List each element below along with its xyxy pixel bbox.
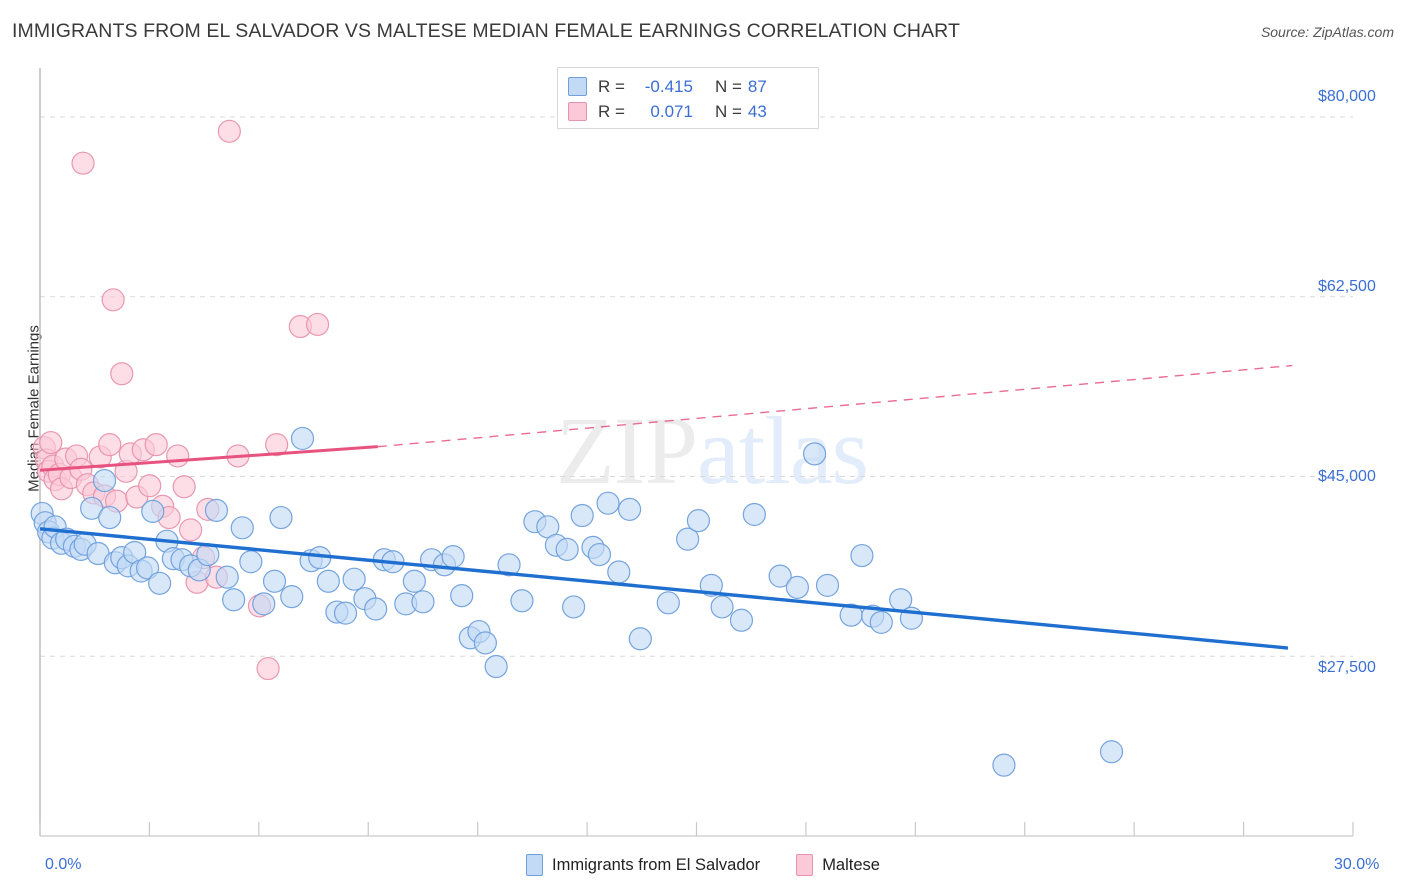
data-point xyxy=(80,496,104,520)
data-point xyxy=(98,505,122,530)
trendline-el-salvador xyxy=(39,527,1289,650)
y-tick-label-62500: $62,500 xyxy=(1318,278,1376,295)
data-point xyxy=(869,610,893,634)
data-point xyxy=(676,527,700,551)
data-point xyxy=(316,569,340,593)
data-point xyxy=(98,433,122,457)
data-point xyxy=(992,753,1016,777)
data-point xyxy=(686,509,711,533)
legend-r-value-maltese: 0.071 xyxy=(650,101,693,121)
legend-n-value-maltese: 43 xyxy=(747,101,767,121)
data-point xyxy=(562,595,586,619)
data-point xyxy=(497,553,521,577)
data-point xyxy=(148,571,172,595)
data-point xyxy=(239,550,263,574)
data-point xyxy=(628,627,652,651)
data-point xyxy=(269,505,293,530)
y-tick-label-80000: $80,000 xyxy=(1318,88,1376,105)
data-point xyxy=(473,631,497,655)
data-point xyxy=(290,426,315,451)
x-tick-label-max: 30.0% xyxy=(1334,856,1380,873)
data-point xyxy=(305,312,330,337)
legend-n-label-maltese: N = xyxy=(714,101,742,121)
legend-row-el-salvador: R = -0.415 N = 87 xyxy=(568,74,808,99)
data-point xyxy=(71,151,95,175)
data-point xyxy=(411,590,435,614)
legend-n-label-el-salvador: N = xyxy=(714,76,742,96)
source-attribution: Source: ZipAtlas.com xyxy=(1260,24,1394,40)
data-point xyxy=(710,595,734,619)
data-point xyxy=(230,516,254,540)
data-point xyxy=(252,592,276,616)
legend-label-maltese: Maltese xyxy=(822,855,880,874)
legend-r-label-maltese: R = xyxy=(598,101,625,121)
legend-label-el-salvador: Immigrants from El Salvador xyxy=(552,855,761,874)
legend-n-value-el-salvador: 87 xyxy=(747,76,767,96)
page-title: IMMIGRANTS FROM EL SALVADOR VS MALTESE M… xyxy=(12,20,961,42)
data-point xyxy=(802,442,827,466)
data-point xyxy=(555,537,579,562)
data-point xyxy=(217,119,241,143)
legend-swatch-el-salvador-bottom xyxy=(526,854,544,876)
legend-item-el-salvador[interactable]: Immigrants from El Salvador xyxy=(526,854,760,876)
legend-item-maltese[interactable]: Maltese xyxy=(796,854,880,876)
data-point xyxy=(607,560,631,584)
data-point xyxy=(204,498,229,522)
data-point xyxy=(402,569,426,593)
data-point xyxy=(333,601,358,625)
legend-r-value-el-salvador: -0.415 xyxy=(644,76,693,96)
data-point xyxy=(262,569,287,593)
data-point xyxy=(850,543,874,568)
data-point xyxy=(785,575,809,600)
data-point xyxy=(179,518,203,542)
data-point xyxy=(441,544,465,569)
data-point xyxy=(39,430,63,455)
correlation-legend: R = -0.415 N = 87 R = 0.071 N = 43 xyxy=(557,67,819,129)
data-point xyxy=(141,499,165,523)
y-tick-label-27500: $27,500 xyxy=(1318,659,1376,676)
data-point xyxy=(570,503,594,528)
data-point xyxy=(450,584,474,608)
data-point xyxy=(364,597,388,621)
data-point xyxy=(280,585,304,609)
data-point xyxy=(135,556,160,580)
legend-r-label-el-salvador: R = xyxy=(598,76,625,96)
data-point xyxy=(815,573,840,597)
data-point xyxy=(1099,740,1124,764)
legend-swatch-maltese-bottom xyxy=(796,854,814,876)
data-point xyxy=(110,362,134,386)
data-point xyxy=(256,656,280,681)
data-point xyxy=(596,491,620,515)
data-point xyxy=(138,474,162,498)
series-points-el-salvador xyxy=(30,426,1124,777)
data-point xyxy=(215,565,239,589)
data-point xyxy=(92,468,117,493)
legend-row-maltese: R = 0.071 N = 43 xyxy=(568,99,808,124)
x-tick-label-min: 0.0% xyxy=(45,856,82,873)
trendline-maltese-dashed xyxy=(377,364,1293,448)
legend-swatch-maltese xyxy=(568,102,587,121)
y-tick-label-45000: $45,000 xyxy=(1318,468,1376,485)
data-point xyxy=(742,502,766,527)
trendline-maltese-solid xyxy=(39,445,378,472)
series-legend: Immigrants from El Salvador Maltese xyxy=(0,854,1406,876)
data-point xyxy=(656,591,680,615)
data-point xyxy=(144,433,168,457)
data-point xyxy=(510,589,534,613)
data-point xyxy=(265,433,289,457)
data-point xyxy=(617,497,642,521)
data-point xyxy=(342,567,366,591)
data-point xyxy=(768,564,792,588)
legend-swatch-el-salvador xyxy=(568,77,587,96)
data-point xyxy=(222,588,246,612)
data-point xyxy=(729,608,754,632)
data-point xyxy=(172,475,196,499)
data-point xyxy=(484,654,508,679)
data-point xyxy=(587,542,612,567)
data-point xyxy=(101,288,125,312)
data-point xyxy=(166,444,190,468)
